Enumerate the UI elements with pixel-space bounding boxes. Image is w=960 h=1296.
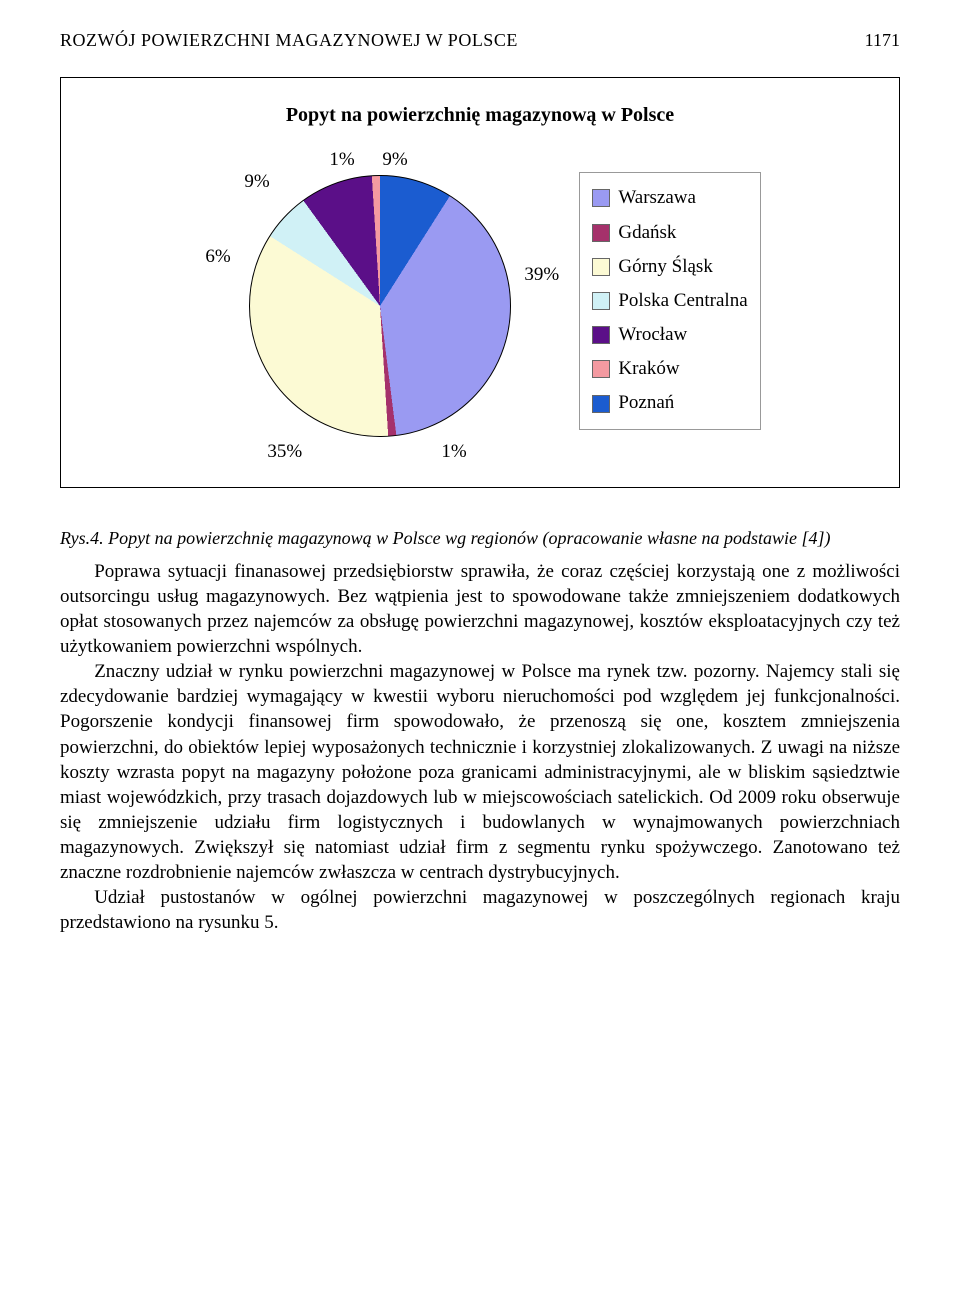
legend-row: Kraków [592,352,747,386]
legend-swatch [592,360,610,378]
pie-wrap: 1% 9% 9% 6% 39% 35% 1% [199,151,559,451]
legend-swatch [592,189,610,207]
chart-container: Popyt na powierzchnię magazynową w Polsc… [60,77,900,488]
pie-label-wroclaw: 9% [244,171,269,193]
legend-row: Gdańsk [592,216,747,250]
legend-label: Gdańsk [618,216,676,250]
pie-label-poznan: 9% [382,149,407,171]
legend-row: Warszawa [592,181,747,215]
body-text: Poprawa sytuacji finanasowej przedsiębio… [60,559,900,935]
legend-label: Kraków [618,352,679,386]
legend-swatch [592,224,610,242]
caption-text: Popyt na powierzchnię magazynową w Polsc… [104,528,831,548]
pie-chart [249,175,511,437]
pie-label-centralna: 6% [205,246,230,268]
paragraph-2: Znaczny udział w rynku powierzchni magaz… [60,659,900,885]
legend-label: Górny Śląsk [618,250,712,284]
chart-body: 1% 9% 9% 6% 39% 35% 1% WarszawaGdańskGór… [101,151,859,451]
pie-label-krakow: 1% [329,149,354,171]
chart-legend: WarszawaGdańskGórny ŚląskPolska Centraln… [579,172,760,429]
legend-label: Warszawa [618,181,696,215]
pie-label-gdansk: 1% [441,441,466,463]
page-header: ROZWÓJ POWIERZCHNI MAGAZYNOWEJ W POLSCE … [60,30,900,51]
chart-title: Popyt na powierzchnię magazynową w Polsc… [101,104,859,127]
legend-swatch [592,258,610,276]
paragraph-3: Udział pustostanów w ogólnej powierzchni… [60,885,900,935]
header-title: ROZWÓJ POWIERZCHNI MAGAZYNOWEJ W POLSCE [60,30,518,51]
legend-swatch [592,326,610,344]
page-number: 1171 [865,30,900,51]
legend-swatch [592,292,610,310]
legend-label: Polska Centralna [618,284,747,318]
legend-swatch [592,395,610,413]
caption-prefix: Rys.4. [60,528,104,548]
legend-row: Wrocław [592,318,747,352]
legend-row: Polska Centralna [592,284,747,318]
paragraph-1: Poprawa sytuacji finanasowej przedsiębio… [60,559,900,659]
legend-row: Górny Śląsk [592,250,747,284]
pie-label-slask: 35% [267,441,302,463]
figure-caption: Rys.4. Popyt na powierzchnię magazynową … [60,528,900,549]
legend-row: Poznań [592,386,747,420]
legend-label: Poznań [618,386,674,420]
pie-label-warszawa: 39% [524,264,559,286]
legend-label: Wrocław [618,318,687,352]
